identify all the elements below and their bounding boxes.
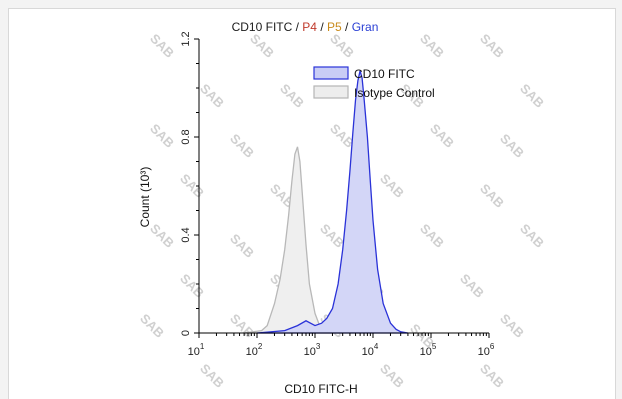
watermark-text: SAB — [477, 31, 507, 61]
watermark-text: SAB — [177, 171, 207, 201]
x-tick-label: 101 — [188, 342, 205, 358]
legend-swatch — [313, 66, 349, 80]
watermark-text: SAB — [517, 221, 547, 251]
watermark-text: SAB — [227, 231, 257, 261]
watermark-text: SAB — [477, 361, 507, 391]
x-tick-label: 106 — [478, 342, 495, 358]
x-tick-label: 104 — [362, 342, 379, 358]
chart-title: CD10 FITC / P4 / P5 / Gran — [232, 20, 379, 34]
title-part: P5 — [327, 20, 342, 34]
title-part: / — [317, 20, 327, 34]
watermark-text: SAB — [147, 31, 177, 61]
series-layer — [244, 70, 409, 334]
watermark-text: SAB — [497, 131, 527, 161]
watermark-text: SAB — [417, 221, 447, 251]
watermark-text: SAB — [227, 131, 257, 161]
title-part: CD10 FITC — [232, 20, 293, 34]
y-tick-label: 0.8 — [180, 129, 192, 144]
x-tick-label: 103 — [304, 342, 321, 358]
title-part: Gran — [352, 20, 379, 34]
watermark-text: SAB — [137, 311, 167, 341]
title-part: / — [342, 20, 352, 34]
x-axis-title: CD10 FITC-H — [284, 382, 357, 396]
title-part: P4 — [302, 20, 317, 34]
chart-panel: SAB SAB SAB SAB SAB SAB SAB SAB SAB SAB SAB SAB SAB S… — [8, 8, 616, 399]
y-tick-label: 0.4 — [180, 227, 192, 242]
series-cd10-fitc — [256, 70, 409, 334]
watermark-text: SAB — [227, 311, 257, 341]
legend-swatch — [313, 85, 349, 99]
title-part: / — [292, 20, 302, 34]
watermark-text: SAB — [247, 31, 277, 61]
x-tick-label: 105 — [420, 342, 437, 358]
watermark-text: SAB — [497, 311, 527, 341]
legend-label: CD10 FITC — [354, 67, 415, 81]
watermark-text: SAB — [197, 81, 227, 111]
axes: 101 102 103 104 105 106 0 0.4 0.8 1.2 — [180, 31, 495, 358]
x-tick-label: 102 — [246, 342, 263, 358]
legend-label: Isotype Control — [354, 86, 435, 100]
y-tick-label: 0 — [180, 330, 192, 336]
watermark-text: SAB — [517, 81, 547, 111]
watermark-text: SAB — [147, 121, 177, 151]
watermark-text: SAB — [427, 121, 457, 151]
watermark-text: SAB — [197, 361, 227, 391]
watermark-text: SAB — [477, 181, 507, 211]
watermark-text: SAB — [277, 81, 307, 111]
watermark-text: SAB — [177, 271, 207, 301]
watermark-text: SAB — [417, 31, 447, 61]
y-tick-label: 1.2 — [180, 31, 192, 46]
watermark-text: SAB — [377, 171, 407, 201]
watermark-text: SAB — [457, 271, 487, 301]
legend: CD10 FITC Isotype Control — [313, 66, 435, 100]
watermark-text: SAB — [377, 361, 407, 391]
watermark-text: SAB — [327, 31, 357, 61]
y-axis-title: Count (10³) — [138, 167, 152, 228]
